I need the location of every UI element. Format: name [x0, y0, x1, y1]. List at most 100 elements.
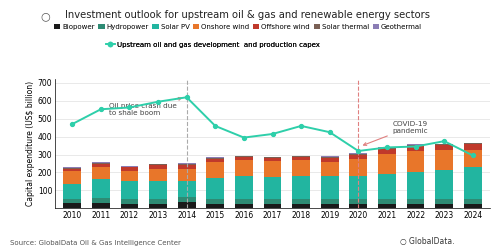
Bar: [378, 149, 396, 154]
Bar: [64, 203, 81, 208]
Bar: [64, 199, 81, 203]
Bar: [235, 157, 253, 160]
Bar: [178, 182, 196, 197]
Bar: [206, 199, 224, 204]
Bar: [178, 169, 196, 182]
Bar: [178, 165, 196, 169]
Bar: [206, 204, 224, 208]
Bar: [292, 156, 310, 157]
Bar: [321, 176, 338, 199]
Bar: [149, 181, 167, 199]
Bar: [92, 167, 110, 179]
Bar: [92, 203, 110, 208]
Bar: [235, 204, 253, 208]
Bar: [406, 172, 424, 199]
Bar: [64, 171, 81, 184]
Bar: [64, 169, 81, 171]
Text: COVID-19
pandemic: COVID-19 pandemic: [364, 121, 428, 145]
Bar: [264, 158, 281, 161]
Text: Oil price crash due
to shale boom: Oil price crash due to shale boom: [110, 97, 182, 116]
Bar: [292, 204, 310, 208]
Bar: [178, 202, 196, 208]
Bar: [350, 199, 367, 204]
Bar: [321, 158, 338, 162]
Bar: [436, 145, 453, 150]
Bar: [406, 144, 424, 145]
Bar: [120, 199, 138, 204]
Bar: [235, 199, 253, 204]
Bar: [406, 145, 424, 146]
Text: Investment outlook for upstream oil & gas and renewable energy sectors: Investment outlook for upstream oil & ga…: [65, 10, 430, 20]
Y-axis label: Capital expenditure (US$ billion): Capital expenditure (US$ billion): [26, 81, 35, 206]
Bar: [292, 157, 310, 160]
Bar: [378, 174, 396, 199]
Bar: [120, 166, 138, 167]
Bar: [64, 167, 81, 168]
Bar: [120, 181, 138, 199]
Bar: [149, 165, 167, 169]
Bar: [206, 162, 224, 178]
Bar: [406, 204, 424, 208]
Bar: [350, 176, 367, 199]
Bar: [120, 167, 138, 171]
Bar: [321, 199, 338, 204]
Bar: [64, 184, 81, 199]
Bar: [321, 204, 338, 208]
Bar: [92, 163, 110, 167]
Bar: [436, 144, 453, 145]
Bar: [264, 199, 281, 204]
Bar: [406, 199, 424, 204]
Bar: [235, 156, 253, 157]
Bar: [464, 143, 481, 144]
Bar: [178, 164, 196, 165]
Bar: [264, 157, 281, 158]
Bar: [350, 155, 367, 159]
Bar: [378, 199, 396, 204]
Bar: [406, 151, 424, 172]
Bar: [206, 158, 224, 162]
Bar: [178, 163, 196, 164]
Bar: [350, 153, 367, 154]
Text: ○ GlobalData.: ○ GlobalData.: [400, 237, 454, 246]
Bar: [149, 164, 167, 165]
Bar: [464, 167, 481, 199]
Bar: [92, 179, 110, 198]
Bar: [464, 150, 481, 167]
Bar: [436, 204, 453, 208]
Bar: [178, 197, 196, 202]
Bar: [64, 168, 81, 169]
Bar: [149, 169, 167, 181]
Text: Source: GlobalData Oil & Gas Intelligence Center: Source: GlobalData Oil & Gas Intelligenc…: [10, 240, 181, 246]
Bar: [292, 199, 310, 204]
Bar: [350, 154, 367, 155]
Bar: [464, 204, 481, 208]
Bar: [350, 204, 367, 208]
Bar: [321, 162, 338, 176]
Bar: [235, 176, 253, 199]
Bar: [321, 157, 338, 158]
Bar: [264, 177, 281, 199]
Bar: [292, 160, 310, 176]
Bar: [378, 204, 396, 208]
Bar: [92, 198, 110, 203]
Bar: [436, 150, 453, 170]
Bar: [235, 160, 253, 176]
Bar: [378, 147, 396, 148]
Bar: [378, 154, 396, 174]
Bar: [206, 178, 224, 199]
Bar: [292, 176, 310, 199]
Bar: [436, 170, 453, 199]
Bar: [120, 171, 138, 181]
Bar: [149, 199, 167, 204]
Bar: [350, 159, 367, 176]
Bar: [206, 157, 224, 158]
Legend: Upstream oil and gas development  and production capex: Upstream oil and gas development and pro…: [106, 42, 320, 48]
Bar: [321, 156, 338, 157]
Bar: [464, 144, 481, 150]
Bar: [120, 204, 138, 208]
Bar: [149, 204, 167, 208]
Bar: [264, 204, 281, 208]
Bar: [464, 199, 481, 204]
Bar: [92, 162, 110, 163]
Bar: [264, 161, 281, 177]
